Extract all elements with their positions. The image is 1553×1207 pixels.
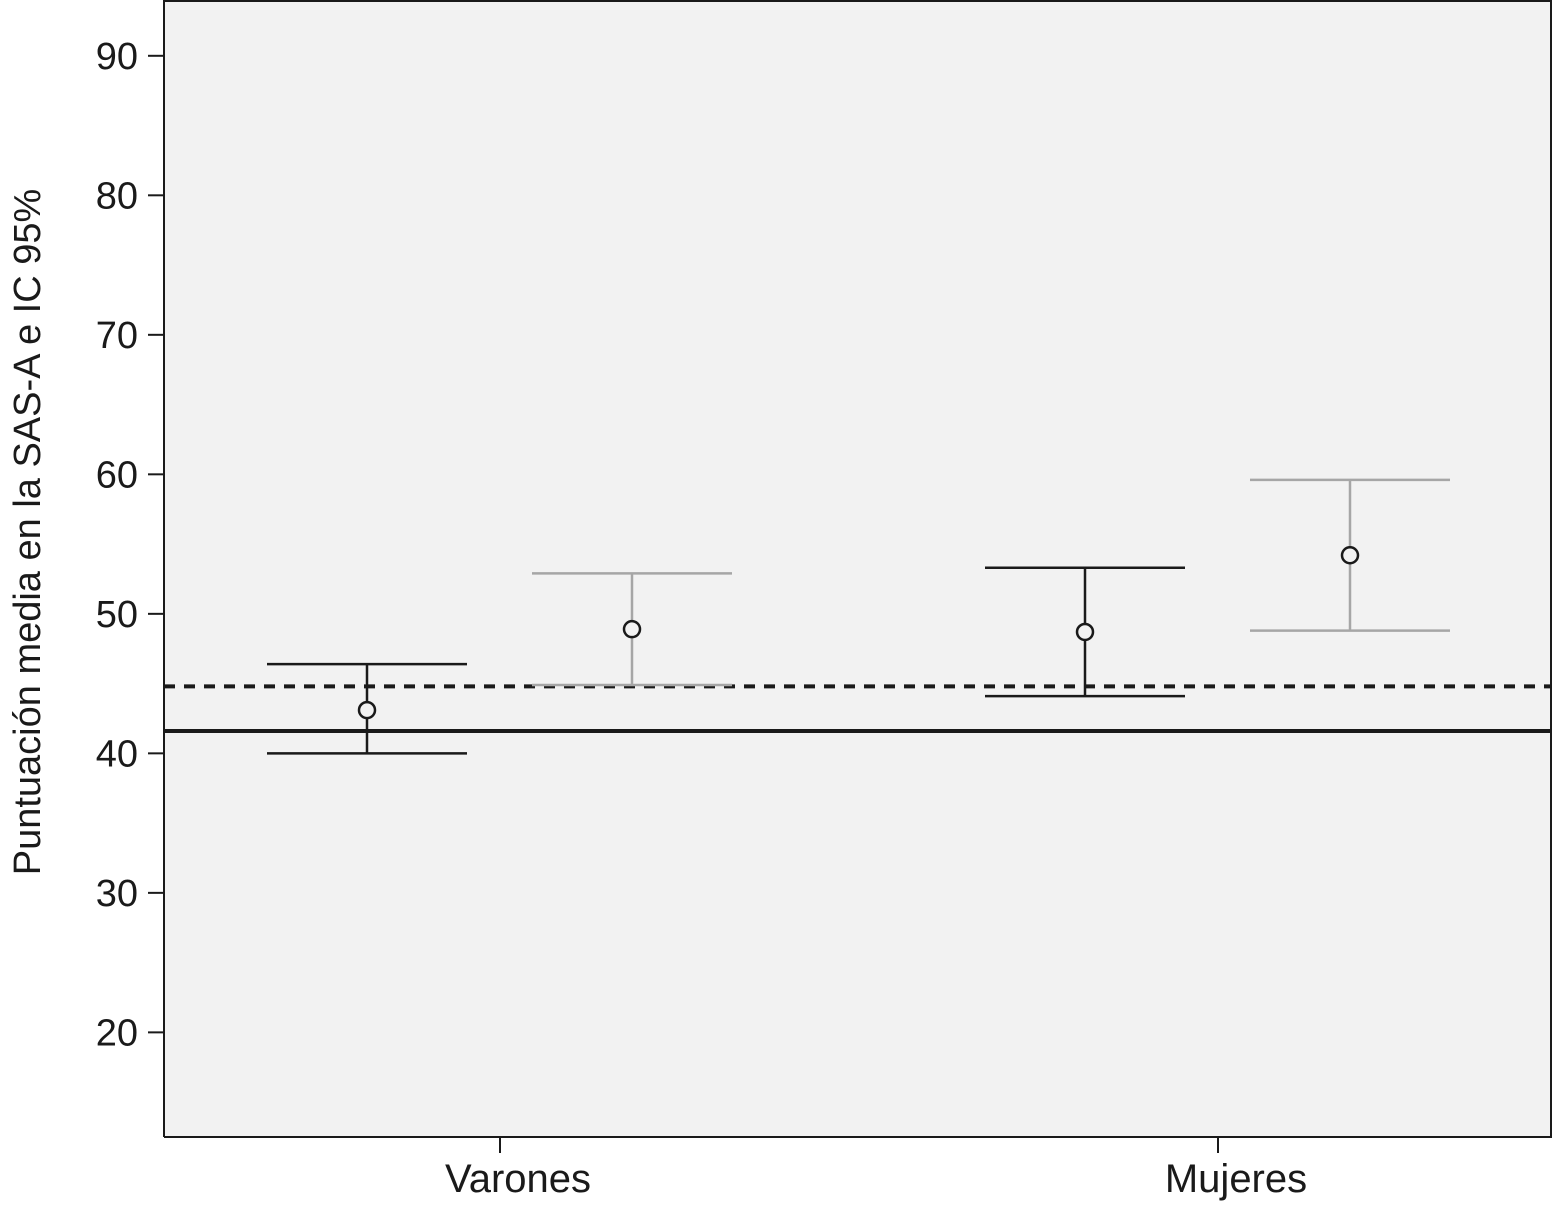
series-layer: [267, 478, 1450, 755]
x-axis-ticks: Varones Mujeres: [445, 1137, 1307, 1201]
y-tick-label: 90: [96, 36, 138, 78]
mean-marker: [622, 619, 642, 639]
plot-area: [164, 0, 1552, 1137]
mean-marker: [1340, 545, 1360, 565]
y-axis-ticks: 20 30 40 50 60 70 80 90: [96, 36, 164, 1054]
reference-lines: [164, 684, 1552, 734]
y-axis-title: Puntuación media en la SAS-A e IC 95%: [7, 189, 49, 876]
x-category-label: Varones: [445, 1157, 591, 1201]
error-bar-group: [1250, 478, 1450, 632]
y-tick-label: 70: [96, 315, 138, 357]
x-category-label: Mujeres: [1165, 1157, 1307, 1201]
error-bar-group: [532, 572, 732, 687]
y-tick-label: 20: [96, 1012, 138, 1054]
y-tick-label: 60: [96, 454, 138, 496]
y-tick-label: 50: [96, 594, 138, 636]
y-tick-label: 30: [96, 873, 138, 915]
error-bar-group: [985, 566, 1185, 698]
mean-marker: [1075, 622, 1095, 642]
y-tick-label: 80: [96, 175, 138, 217]
error-bar-group: [267, 662, 467, 755]
mean-marker: [357, 700, 377, 720]
y-tick-label: 40: [96, 733, 138, 775]
